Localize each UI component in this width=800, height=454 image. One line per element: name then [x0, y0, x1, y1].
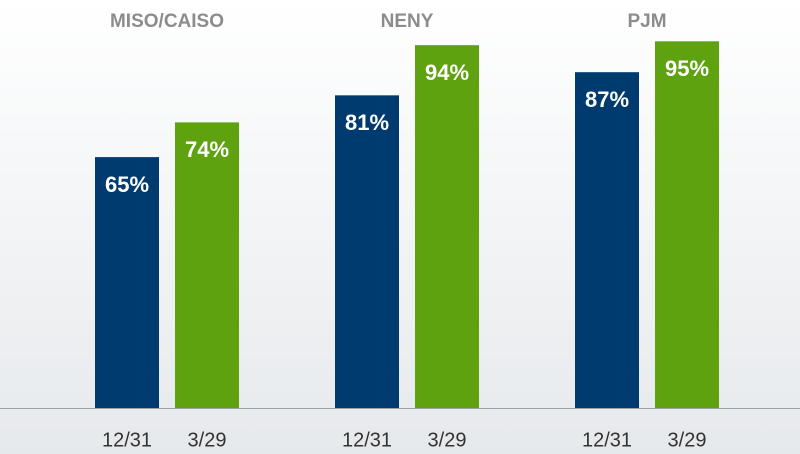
value-label: 87%	[585, 87, 629, 112]
x-tick-label: 12/31	[102, 429, 152, 451]
bar	[335, 95, 399, 408]
value-label: 74%	[185, 137, 229, 162]
category-label: MISO/CAISO	[110, 11, 224, 32]
category-label: NENY	[381, 11, 434, 32]
x-tick-label: 3/29	[428, 429, 467, 451]
bar	[415, 45, 479, 408]
x-tick-label: 12/31	[342, 429, 392, 451]
x-tick-label: 3/29	[668, 429, 707, 451]
value-label: 94%	[425, 60, 469, 85]
x-tick-label: 3/29	[188, 429, 227, 451]
bar	[655, 41, 719, 409]
bar	[95, 157, 159, 408]
value-label: 81%	[345, 110, 389, 135]
bar	[175, 122, 239, 409]
value-label: 95%	[665, 56, 709, 81]
category-label: PJM	[627, 11, 666, 32]
value-label: 65%	[105, 172, 149, 197]
bar	[575, 72, 639, 409]
x-tick-label: 12/31	[582, 429, 632, 451]
